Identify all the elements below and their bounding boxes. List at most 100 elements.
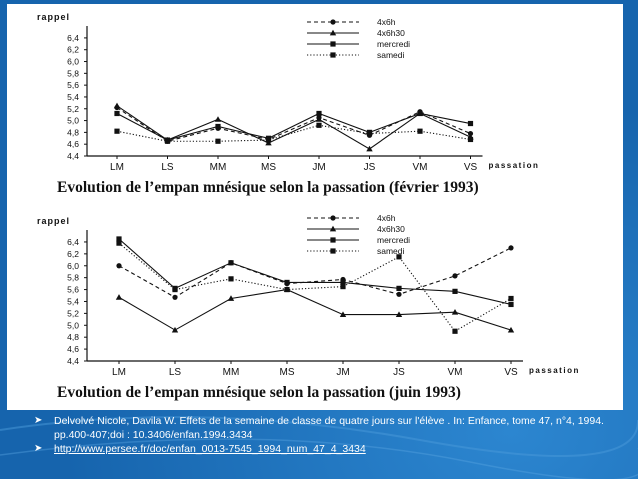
reference-item-2: ➤ http://www.persee.fr/doc/enfan_0013-75…	[34, 442, 624, 456]
data-point-june-2	[452, 288, 458, 294]
data-point-feb-2	[114, 110, 120, 117]
x-tick-label-feb: JS	[364, 162, 376, 173]
data-point-feb-2	[316, 110, 322, 117]
legend-label-june: mercredi	[377, 235, 410, 245]
data-point-june-3	[116, 240, 122, 246]
data-point-june-0	[452, 273, 458, 279]
data-point-june-2	[228, 260, 234, 266]
data-point-june-2	[340, 279, 346, 286]
y-axis-label-feb: rappel	[37, 12, 70, 22]
x-tick-label-june: JM	[336, 367, 349, 378]
x-tick-label-feb: VS	[464, 162, 478, 173]
series-line-feb-2	[116, 112, 471, 141]
legend-marker-feb	[330, 19, 336, 25]
legend-label-june: 4x6h30	[377, 224, 405, 234]
legend-marker-june	[330, 237, 336, 243]
data-point-june-2	[116, 236, 122, 242]
arrow-bullet-icon: ➤	[34, 415, 43, 426]
data-point-feb-3	[316, 122, 322, 128]
y-tick-label-june: 4,6	[67, 344, 79, 354]
legend-marker-june	[329, 225, 337, 232]
legend-marker-june	[330, 248, 336, 254]
chart-title-feb: Evolution de l’empan mnésique selon la p…	[57, 179, 479, 196]
x-tick-label-june: LS	[169, 367, 182, 378]
data-point-june-1	[395, 311, 403, 317]
data-point-feb-3	[366, 130, 373, 137]
data-point-june-2	[284, 279, 290, 286]
reference-text: Delvolvé Nicole, Davila W. Effets de la …	[54, 415, 604, 441]
data-point-june-3	[396, 254, 402, 260]
y-tick-label-feb: 6,2	[67, 45, 79, 55]
data-point-june-0	[396, 291, 402, 297]
x-tick-label-june: JS	[393, 367, 405, 378]
legend-marker-feb	[330, 52, 336, 58]
data-point-june-2	[508, 301, 514, 308]
data-point-june-3	[284, 286, 290, 293]
data-point-june-1	[227, 295, 235, 301]
legend-label-feb: 4x6h	[377, 17, 396, 27]
data-point-june-0	[508, 245, 514, 251]
legend-label-feb: samedi	[377, 50, 405, 60]
x-tick-label-june: MS	[280, 367, 295, 378]
x-tick-label-june: VS	[504, 367, 518, 378]
legend-label-feb: 4x6h30	[377, 28, 405, 38]
y-tick-label-feb: 5,0	[67, 116, 79, 126]
series-line-june-0	[118, 247, 512, 298]
y-tick-label-feb: 5,4	[67, 92, 79, 102]
data-point-feb-1	[315, 116, 323, 122]
data-point-june-3	[452, 328, 458, 334]
legend-label-june: 4x6h	[377, 213, 396, 223]
y-axis-label-june: rappel	[37, 216, 70, 226]
legend-marker-june	[330, 215, 336, 221]
series-line-june-2	[118, 238, 512, 305]
data-point-feb-3	[114, 128, 120, 134]
data-point-june-1	[171, 326, 179, 333]
data-point-june-3	[340, 283, 346, 290]
data-point-june-1	[115, 294, 123, 300]
x-tick-label-feb: JM	[312, 162, 325, 173]
legend-label-feb: mercredi	[377, 39, 410, 49]
y-tick-label-june: 5,0	[67, 320, 79, 330]
series-line-feb-0	[116, 107, 471, 142]
y-tick-label-june: 6,2	[67, 249, 79, 259]
y-tick-label-june: 6,0	[67, 261, 79, 271]
reference-item-1: ➤ Delvolvé Nicole, Davila W. Effets de l…	[34, 414, 624, 442]
data-point-june-0	[172, 294, 178, 300]
x-tick-label-feb: MS	[261, 162, 276, 173]
y-tick-label-june: 5,8	[67, 273, 79, 283]
scanned-figure: rappel 6,4 6,2 6,0 5,8 5,6 5,4 5,2 5,0 4,8 4,6 4,4 L…	[7, 4, 623, 410]
y-tick-label-june: 5,4	[67, 296, 79, 306]
x-axis-label-june: passation	[529, 366, 580, 375]
data-point-feb-0	[467, 130, 474, 137]
y-tick-label-feb: 5,2	[67, 104, 79, 114]
data-point-feb-1	[214, 116, 222, 122]
data-point-feb-1	[366, 145, 373, 152]
x-tick-label-june: MM	[223, 367, 240, 378]
x-tick-label-feb: MM	[210, 162, 227, 173]
legend-label-june: samedi	[377, 246, 405, 256]
data-point-june-3	[228, 276, 234, 282]
series-line-june-1	[118, 289, 512, 331]
x-tick-label-feb: VM	[413, 162, 428, 173]
arrow-bullet-icon: ➤	[34, 443, 43, 454]
reference-link[interactable]: http://www.persee.fr/doc/enfan_0013-7545…	[54, 443, 366, 455]
chart-title-june: Evolution de l’empan mnésique selon la p…	[57, 384, 461, 401]
data-point-june-1	[451, 308, 459, 315]
data-point-june-3	[172, 286, 178, 293]
data-point-june-0	[116, 263, 122, 269]
data-point-june-1	[507, 326, 515, 333]
x-tick-label-feb: LM	[110, 162, 124, 173]
legend-marker-feb	[329, 29, 337, 36]
y-tick-label-feb: 4,8	[67, 127, 79, 137]
data-point-feb-1	[113, 102, 121, 109]
y-tick-label-feb: 6,4	[67, 33, 79, 43]
data-point-june-3	[508, 295, 514, 302]
x-tick-label-june: LM	[112, 367, 126, 378]
data-point-feb-2	[215, 123, 221, 130]
data-point-feb-3	[215, 138, 221, 144]
y-tick-label-june: 4,4	[67, 356, 79, 366]
y-tick-label-feb: 4,4	[67, 151, 79, 161]
data-point-feb-3	[164, 138, 171, 144]
y-tick-label-june: 6,4	[67, 237, 79, 247]
y-tick-label-feb: 6,0	[67, 57, 79, 67]
